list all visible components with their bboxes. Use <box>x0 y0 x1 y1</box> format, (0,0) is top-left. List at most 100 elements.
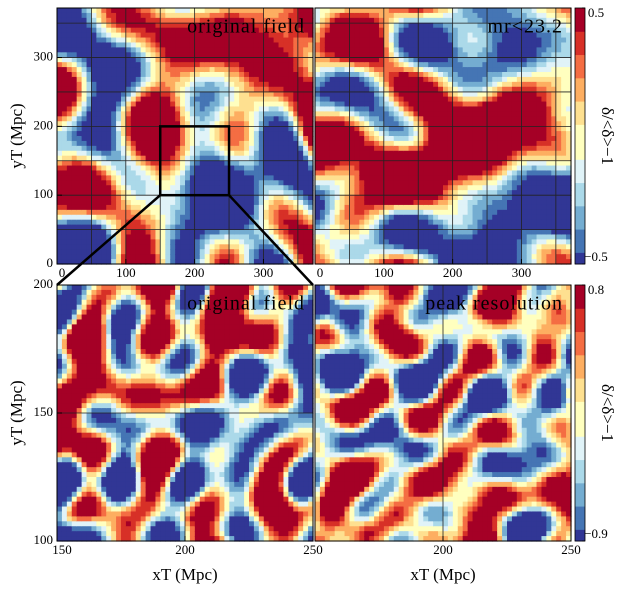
field-cell <box>453 38 459 44</box>
field-cell <box>497 170 503 176</box>
field-cell <box>77 42 83 48</box>
field-cell <box>244 106 250 112</box>
field-cell <box>433 13 439 19</box>
field-cell <box>249 185 255 191</box>
field-cell <box>335 131 341 137</box>
field-cell <box>244 220 250 226</box>
field-cell <box>170 82 176 88</box>
field-cell <box>141 57 147 63</box>
field-cell <box>279 220 285 226</box>
field-cell <box>374 244 380 250</box>
field-cell <box>175 28 181 34</box>
field-cell <box>126 146 132 152</box>
field-cell <box>151 185 157 191</box>
field-cell <box>175 131 181 137</box>
field-cell <box>67 87 73 93</box>
field-cell <box>354 28 360 34</box>
field-cell <box>468 175 474 181</box>
field-cell <box>67 8 73 14</box>
field-cell <box>473 116 479 122</box>
field-cell <box>151 126 157 132</box>
field-cell <box>492 126 498 132</box>
field-cell <box>126 126 132 132</box>
field-cell <box>477 161 483 167</box>
field-cell <box>210 52 216 58</box>
field-cell <box>116 18 122 24</box>
field-cell <box>389 136 395 142</box>
field-cell <box>320 13 326 19</box>
field-cell <box>249 131 255 137</box>
field-cell <box>234 146 240 152</box>
field-cell <box>384 38 390 44</box>
field-cell <box>96 52 102 58</box>
field-cell <box>288 175 294 181</box>
field-cell <box>67 136 73 142</box>
field-cell <box>330 62 336 68</box>
field-cell <box>180 234 186 240</box>
field-cell <box>502 244 508 250</box>
field-cell <box>77 141 83 147</box>
field-cell <box>477 205 483 211</box>
field-cell <box>325 38 331 44</box>
field-cell <box>205 249 211 255</box>
field-cell <box>463 244 469 250</box>
field-cell <box>279 205 285 211</box>
field-cell <box>349 13 355 19</box>
field-cell <box>502 67 508 73</box>
field-cell <box>279 62 285 68</box>
field-cell <box>298 67 304 73</box>
field-cell <box>210 170 216 176</box>
field-cell <box>180 23 186 29</box>
field-cell <box>219 151 225 157</box>
field-cell <box>522 249 528 255</box>
field-cell <box>141 67 147 73</box>
field-cell <box>298 170 304 176</box>
field-cell <box>389 72 395 78</box>
field-cell <box>384 249 390 255</box>
field-cell <box>492 131 498 137</box>
field-cell <box>239 126 245 132</box>
field-cell <box>200 136 206 142</box>
field-cell <box>274 62 280 68</box>
field-cell <box>141 72 147 78</box>
field-cell <box>106 249 112 255</box>
field-cell <box>359 102 365 108</box>
field-cell <box>463 116 469 122</box>
field-cell <box>438 249 444 255</box>
field-cell <box>315 111 321 117</box>
field-cell <box>131 47 137 53</box>
field-cell <box>507 220 513 226</box>
field-cell <box>303 38 309 44</box>
field-cell <box>141 77 147 83</box>
field-cell <box>274 77 280 83</box>
x-tick-label: 200 <box>185 265 205 280</box>
field-cell <box>274 210 280 216</box>
field-cell <box>146 18 152 24</box>
field-cell <box>458 146 464 152</box>
field-cell <box>279 106 285 112</box>
field-cell <box>512 200 518 206</box>
field-cell <box>136 230 142 236</box>
field-cell <box>354 195 360 201</box>
field-cell <box>77 106 83 112</box>
field-cell <box>141 47 147 53</box>
field-cell <box>96 82 102 88</box>
field-cell <box>468 200 474 206</box>
field-cell <box>62 185 68 191</box>
field-cell <box>279 170 285 176</box>
field-cell <box>369 210 375 216</box>
field-cell <box>146 47 152 53</box>
field-cell <box>101 141 107 147</box>
field-cell <box>522 166 528 172</box>
field-cell <box>175 244 181 250</box>
field-cell <box>279 92 285 98</box>
field-cell <box>354 116 360 122</box>
field-cell <box>82 161 88 167</box>
field-cell <box>423 116 429 122</box>
field-cell <box>325 200 331 206</box>
field-cell <box>82 166 88 172</box>
field-cell <box>477 185 483 191</box>
field-cell <box>239 146 245 152</box>
field-cell <box>359 220 365 226</box>
field-cell <box>473 18 479 24</box>
